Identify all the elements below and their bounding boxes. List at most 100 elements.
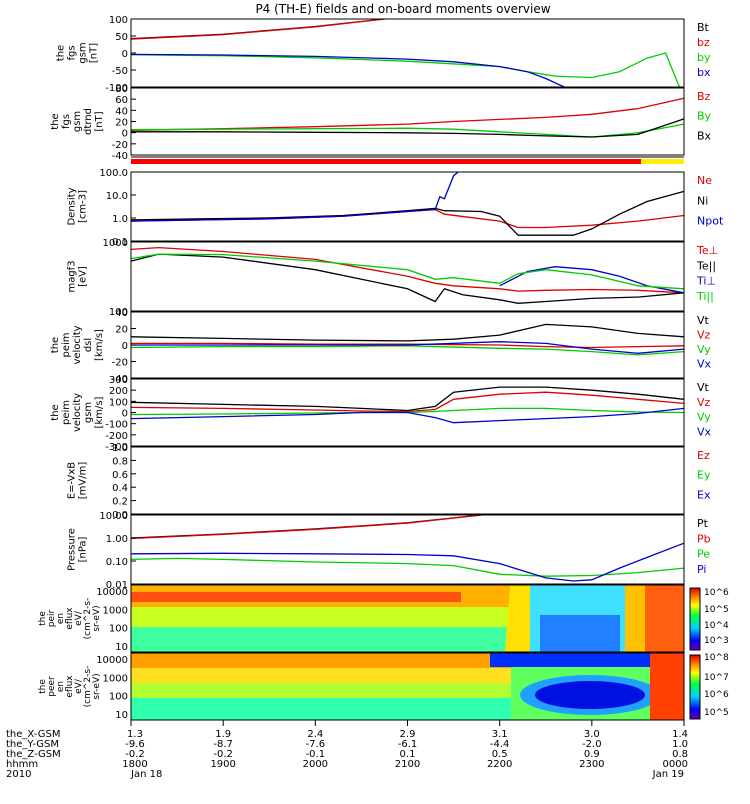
y-tick-label: 100: [109, 15, 128, 26]
ion-heatmap-edge: [625, 585, 645, 652]
y-tick-label: 0: [122, 129, 128, 140]
ele-heatmap-lobe-top: [490, 653, 650, 667]
y-tick-label: 0.10: [106, 557, 128, 568]
ele-heatmap-band-top: [131, 653, 511, 668]
legend-efield-Ey: Ey: [697, 469, 711, 482]
y-tick-label: 0.4: [112, 483, 128, 494]
y-tick-label: 0: [122, 49, 128, 60]
ephem-z-value: 0.8: [672, 749, 688, 760]
panel-frame: [130, 241, 685, 312]
ephem-z-value: -0.1: [306, 749, 326, 760]
y-tick-label: -20: [112, 140, 128, 151]
y-axis-label: magf3[eV]: [67, 260, 89, 292]
ion-colorbar: [689, 587, 701, 651]
time-tick-label: 2300: [579, 759, 604, 770]
series-line-fgs_gsm_dtrnd-By: [130, 123, 685, 138]
electron-eflux-spectrogram: [131, 653, 684, 720]
legend-density-Ne: Ne: [697, 174, 712, 187]
series-line-density-Ni: [130, 190, 685, 236]
y-axis-label: thepeimvelocitydsl[km/s]: [50, 325, 105, 364]
y-axis-label: thepeerenefluxeV/(cm^2-s-sr-eV): [38, 666, 102, 708]
legend-magf3-Te: Te||: [696, 259, 716, 272]
mode-bar-slow: [131, 159, 641, 164]
y-tick-label: 1000: [103, 238, 128, 249]
legend-density-Npot: Npot: [697, 215, 724, 228]
y-tick-label: 40: [115, 308, 128, 319]
panel-density: 100.0 10.0 1.0 0.1 Density[cm-3] Ne Ni Npot: [67, 168, 724, 248]
time-tick-label: 2000: [303, 759, 328, 770]
legend-velocity_dsl-Vy: Vy: [697, 343, 711, 356]
start-date: Jan 18: [130, 769, 162, 780]
ephem-z-value: 0.5: [492, 749, 508, 760]
y-tick-label: -50: [112, 66, 128, 77]
y-axis-label: thefgsgsmdtrnd[nT]: [50, 108, 105, 135]
y-tick-label: 80: [115, 84, 128, 95]
legend-fgs_gsm_dtrnd-By: By: [697, 110, 712, 123]
legend-velocity_dsl-Vz: Vz: [697, 329, 711, 342]
panel-velocity_gsm: 3002001000-100-200-300thepeimvelocitygsm…: [50, 375, 712, 453]
time-tick-label: 1900: [210, 759, 235, 770]
y-tick-label: -20: [112, 358, 128, 369]
y-tick-label: 1.00: [106, 534, 128, 545]
y-axis-label: Density[cm-3]: [67, 187, 89, 225]
y-tick-label: 1000: [103, 673, 128, 684]
legend-velocity_gsm-Vx: Vx: [697, 425, 712, 438]
legend-density-Ni: Ni: [697, 194, 708, 207]
series-line-pressure-Pi: [130, 542, 685, 582]
panel-pressure: 10.00 1.00 0.10 0.01 Pressure[nPa] Pt Pb Pe Pi: [67, 511, 711, 591]
legend-fgs_gsm-bx: bx: [697, 66, 711, 79]
y-tick-label: 0.8: [112, 456, 128, 467]
ephem-x-value: 2.9: [400, 729, 416, 740]
y-axis-label: thefgsgsm[nT]: [56, 42, 100, 63]
legend-pressure-Pt: Pt: [697, 517, 709, 530]
time-axis: [130, 720, 685, 726]
y-tick-label: -100: [105, 420, 128, 431]
panel-frame: [130, 171, 685, 242]
y-tick-label: 100: [109, 692, 128, 703]
ion-heatmap-lobe-low: [540, 615, 620, 652]
electron-colorbar-tick-0: 10^8: [704, 653, 729, 663]
series-line-magf3-Ti: [130, 253, 685, 290]
electron-colorbar-tick-2: 10^6: [704, 690, 729, 700]
ephem-y-value: -2.0: [582, 739, 602, 750]
ele-heatmap-lobe-core: [535, 681, 645, 709]
y-axis-label: thepeimvelocitygsm[km/s]: [50, 393, 105, 432]
electron-colorbar-tick-1: 10^7: [704, 673, 729, 683]
y-tick-label: 50: [115, 32, 128, 43]
ephem-label-y: the_Y-GSM: [6, 739, 59, 750]
y-axis-label: E=-VxB[mV/m]: [67, 462, 89, 500]
legend-pressure-Pi: Pi: [697, 563, 706, 576]
y-tick-label: 0.0: [112, 510, 128, 521]
ephem-z-value: 0.1: [400, 749, 416, 760]
y-tick-label: 200: [109, 386, 128, 397]
ion-heatmap-band-upper: [131, 592, 461, 602]
y-tick-label: 60: [115, 95, 128, 106]
ephem-y-value: -4.4: [490, 739, 510, 750]
legend-efield-Ez: Ez: [697, 449, 710, 462]
ion-heatmap-band-low: [131, 627, 531, 652]
legend-fgs_gsm-Bt: Bt: [697, 21, 710, 34]
y-tick-label: 20: [115, 325, 128, 336]
mode-bar-fast: [641, 159, 684, 164]
chart-title: P4 (TH-E) fields and on-board moments ov…: [255, 2, 550, 16]
series-line-fgs_gsm-bx: [130, 53, 565, 88]
y-tick-label: 100: [109, 397, 128, 408]
legend-efield-Ex: Ex: [697, 488, 711, 501]
time-tick-label: 0000: [663, 759, 688, 770]
series-line-magf3-Te: [130, 253, 685, 304]
ion-colorbar-tick-3: 10^3: [704, 636, 729, 646]
time-tick-label: 1800: [122, 759, 147, 770]
ion-heatmap-band-mid: [131, 607, 531, 627]
series-line-velocity_gsm-Vy: [130, 407, 685, 416]
ephem-y-value: -7.6: [306, 739, 326, 750]
ephem-x-value: 2.4: [307, 729, 323, 740]
legend-velocity_gsm-Vy: Vy: [697, 411, 711, 424]
ephem-label-year: 2010: [6, 769, 31, 780]
y-tick-label: 10.00: [99, 511, 128, 522]
legend-fgs_gsm_dtrnd-Bx: Bx: [697, 129, 712, 142]
y-tick-label: 20: [115, 118, 128, 129]
panel-frame: [130, 514, 685, 585]
y-tick-label: -100: [105, 83, 128, 94]
y-tick-label: 0.6: [112, 470, 128, 481]
